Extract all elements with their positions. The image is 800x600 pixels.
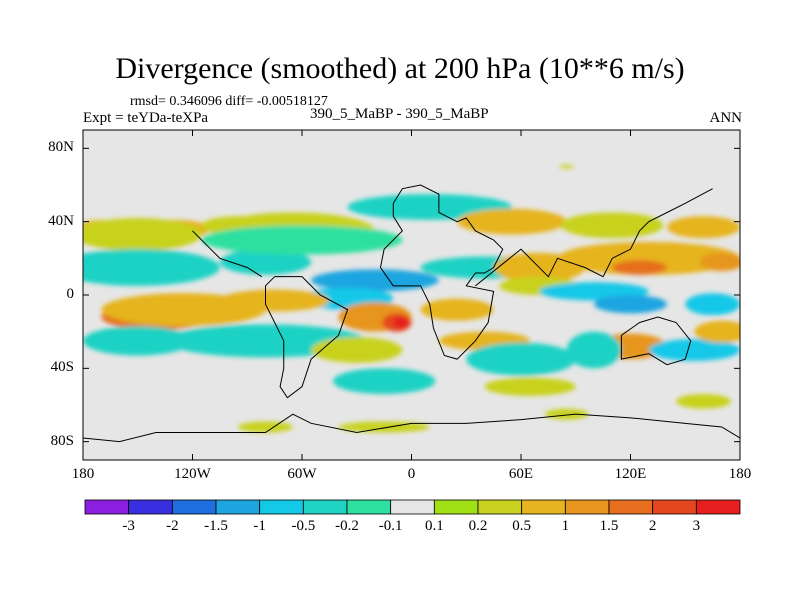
x-tick-label: 60E — [508, 466, 534, 482]
anomaly-blob — [219, 289, 330, 312]
anomaly-field — [83, 164, 740, 433]
anomaly-blob — [219, 249, 312, 275]
anomaly-blob — [667, 216, 740, 239]
anomaly-blob — [393, 317, 408, 328]
colorbar-label: -1 — [253, 518, 266, 534]
x-tick-label: 60W — [287, 466, 317, 482]
anomaly-blob — [201, 225, 403, 255]
axis-ticks — [82, 130, 741, 460]
colorbar-swatch — [346, 499, 392, 515]
anomaly-blob — [544, 408, 589, 420]
colorbar-label: -0.1 — [378, 518, 403, 534]
anomaly-blob — [311, 337, 403, 363]
coastlines — [83, 184, 740, 443]
anomaly-blob — [648, 339, 740, 361]
colorbar-swatch — [608, 499, 654, 515]
colorbar-label: 3 — [692, 518, 701, 534]
colorbar-swatch — [695, 499, 741, 515]
colorbar-swatch — [171, 499, 217, 515]
colorbar — [84, 499, 741, 515]
anomaly-blob — [566, 331, 622, 369]
x-tick-label: 120W — [174, 466, 211, 482]
colorbar-swatch — [564, 499, 610, 515]
colorbar-swatch — [477, 499, 523, 515]
anomaly-blob — [457, 208, 567, 235]
anomaly-blob — [466, 342, 576, 376]
anomaly-blob — [83, 326, 193, 356]
colorbar-swatch — [652, 499, 697, 515]
anomaly-blob — [311, 269, 439, 292]
colorbar-label: -1.5 — [204, 518, 228, 534]
y-tick-label: 80N — [48, 139, 74, 156]
colorbar-label: -0.2 — [335, 518, 359, 534]
colorbar-label: 1.5 — [599, 518, 619, 534]
map-title: Divergence (smoothed) at 200 hPa (10**6 … — [115, 52, 685, 85]
colorbar-swatch — [433, 499, 479, 515]
colorbar-swatch — [84, 499, 130, 515]
x-tick-label: 180 — [728, 466, 752, 482]
coastline — [265, 276, 349, 399]
colorbar-swatch — [521, 499, 566, 515]
colorbar-label: -3 — [122, 518, 135, 534]
colorbar-label: 0.5 — [512, 518, 532, 534]
experiment-text: Expt = teYDa-teXPa — [83, 110, 209, 126]
season-label: ANN — [709, 110, 743, 126]
x-tick-label: 180 — [71, 466, 95, 482]
anomaly-blob — [559, 164, 574, 169]
colorbar-swatch — [259, 499, 304, 515]
x-tick-label: 0 — [407, 466, 416, 482]
colorbar-label: -0.5 — [291, 518, 316, 534]
anomaly-blob — [685, 293, 740, 316]
colorbar-swatch — [128, 499, 173, 515]
colorbar-label: 0.2 — [468, 518, 488, 534]
colorbar-label: 1 — [561, 518, 570, 534]
anomaly-blob — [699, 252, 740, 272]
y-tick-label: 40N — [48, 212, 74, 229]
anomaly-blob — [676, 394, 731, 409]
coastline — [192, 230, 263, 278]
case-text: 390_5_MaBP - 390_5_MaBP — [310, 106, 489, 122]
colorbar-swatch — [302, 499, 348, 515]
anomaly-blob — [694, 320, 740, 343]
y-tick-label: 80S — [50, 432, 74, 449]
coastline — [475, 188, 713, 287]
colorbar-label: 2 — [648, 518, 657, 534]
anomaly-blob — [612, 260, 667, 275]
x-tick-label: 120E — [614, 466, 647, 482]
anomaly-blob — [484, 377, 576, 396]
colorbar-swatch — [390, 499, 435, 515]
colorbar-label: -2 — [166, 518, 179, 534]
anomaly-blob — [83, 218, 202, 251]
y-tick-label: 0 — [66, 286, 75, 302]
colorbar-swatch — [215, 499, 261, 515]
anomaly-blob — [420, 298, 494, 321]
y-tick-label: 40S — [50, 359, 74, 376]
colorbar-label: 0.1 — [424, 518, 444, 534]
stats-text: rmsd= 0.346096 diff= -0.00518127 — [130, 94, 328, 109]
anomaly-blob — [594, 295, 667, 314]
anomaly-blob — [238, 421, 293, 433]
anomaly-blob — [561, 212, 664, 239]
coastline — [83, 413, 740, 443]
anomaly-blob — [83, 249, 220, 286]
anomaly-blob — [557, 241, 740, 275]
coastline — [620, 316, 692, 366]
coastline — [379, 184, 504, 360]
anomaly-blob — [333, 368, 436, 394]
